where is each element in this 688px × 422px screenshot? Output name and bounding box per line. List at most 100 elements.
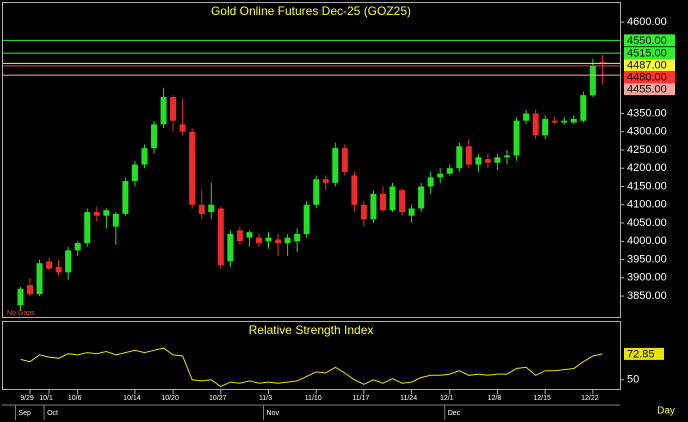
chart-title: Gold Online Futures Dec-25 (GOZ25)	[211, 4, 411, 18]
candle-body	[484, 159, 491, 163]
x-tick-label: 11/3	[259, 395, 272, 402]
candle-body	[456, 146, 463, 169]
candle-body	[131, 164, 138, 182]
candle-body	[170, 96, 177, 121]
gap-note: No Gaps	[7, 310, 35, 317]
interval-label: Day	[657, 406, 675, 417]
y-tick-label: 3900.00	[627, 272, 667, 284]
price-layer	[3, 39, 620, 311]
candle-body	[475, 157, 482, 165]
y-tick-label: 4000.00	[627, 235, 667, 247]
axis-layer: 4600.00 4350.00 4300.00 4250.00 4200.00 4150.…	[14, 16, 675, 420]
candle-body	[36, 263, 43, 295]
rsi-last-label: 72.85	[627, 348, 655, 360]
candle-body	[160, 96, 167, 125]
candle-body	[27, 285, 33, 295]
candle-body	[141, 148, 148, 165]
level-box	[624, 83, 675, 96]
candle-body	[179, 124, 186, 132]
candle-body	[504, 155, 510, 158]
level-box	[624, 71, 675, 84]
candle-body	[360, 204, 367, 220]
x-tick-label: 12/1	[440, 395, 454, 402]
candle-body	[313, 179, 320, 205]
candle-body	[284, 237, 291, 244]
x-tick-label: 10/1	[39, 395, 53, 402]
candle-body	[208, 204, 215, 213]
level-label: 4515.00	[627, 48, 667, 60]
candle-body	[589, 65, 596, 96]
candle-body	[151, 124, 158, 149]
candle-body	[437, 173, 444, 178]
candle-body	[84, 212, 91, 244]
candle-body	[74, 243, 81, 251]
candle-body	[389, 186, 396, 211]
candle-body	[322, 179, 329, 183]
x-tick-label: 10/27	[209, 395, 227, 402]
candle-body	[379, 193, 386, 211]
x-tick-label: 11/24	[400, 395, 417, 402]
candle-body	[599, 62, 606, 64]
y-tick-label: 4250.00	[627, 144, 667, 156]
y-tick-label: 4350.00	[627, 107, 667, 119]
candle-body	[189, 131, 196, 205]
candle-body	[465, 146, 472, 165]
candle-body	[93, 212, 100, 216]
candle-body	[55, 266, 62, 273]
rsi-tick-label: 50	[627, 374, 639, 386]
x-tick-label: 9/29	[20, 395, 34, 402]
candle-body	[532, 113, 539, 136]
rsi-line	[20, 347, 603, 388]
candle-body	[513, 120, 520, 156]
level-box	[624, 34, 675, 47]
candle-body	[570, 118, 577, 123]
y-tick-label: 4150.00	[627, 180, 667, 192]
candle-body	[523, 113, 530, 121]
rsi-layer	[20, 347, 603, 388]
level-label: 4455.00	[627, 84, 667, 96]
candle-body	[427, 177, 434, 187]
candle-body	[494, 157, 501, 163]
candle-body	[46, 261, 53, 269]
y-tick-label: 3850.00	[627, 290, 667, 302]
candle-body	[399, 190, 406, 213]
candle-body	[551, 120, 558, 123]
candle-body	[122, 181, 129, 214]
y-tick-label: 4300.00	[627, 126, 667, 138]
candle-body	[198, 204, 205, 214]
y-tick-label: 4200.00	[627, 162, 667, 174]
candle-body	[542, 118, 549, 136]
x-tick-label: 10/6	[68, 395, 82, 402]
candle-body	[65, 250, 72, 273]
candle-body	[255, 237, 262, 244]
rsi-title: Relative Strength Index	[249, 323, 374, 337]
candle-body	[217, 208, 224, 266]
x-tick-label: 11/17	[352, 395, 369, 402]
level-label: 4550.00	[627, 35, 667, 47]
candle-body	[580, 95, 587, 121]
candle-body	[446, 168, 453, 174]
month-label: Oct	[47, 410, 58, 417]
x-tick-label: 10/14	[123, 395, 141, 402]
candle-body	[561, 120, 568, 123]
candle-body	[17, 288, 24, 306]
y-tick-label: 3950.00	[627, 253, 667, 265]
x-tick-label: 11/10	[305, 395, 322, 402]
level-box	[624, 59, 675, 72]
candle-body	[294, 233, 301, 242]
month-label: Nov	[267, 410, 280, 417]
candle-body	[351, 175, 358, 205]
x-tick-label: 12/22	[581, 395, 599, 402]
y-tick-label: 4050.00	[627, 217, 667, 229]
y-tick-label: 4100.00	[627, 199, 667, 211]
candle-body	[370, 193, 377, 220]
level-label: 4480.00	[627, 72, 667, 84]
candle-body	[341, 148, 348, 172]
month-label: Dec	[448, 410, 461, 417]
candle-body	[112, 213, 119, 227]
candle-body	[275, 239, 282, 244]
rsi-last-box	[624, 347, 664, 360]
x-tick-label: 12/8	[488, 395, 502, 402]
